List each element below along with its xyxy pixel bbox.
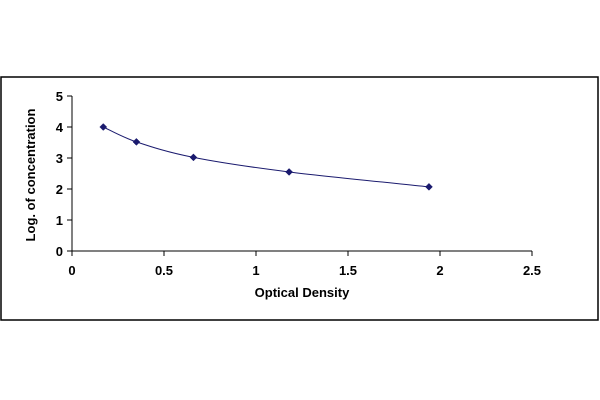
y-tick-label: 0: [56, 244, 63, 259]
y-tick-label: 4: [56, 120, 64, 135]
data-point: [99, 123, 108, 131]
y-ticks: 0 1 2 3 4 5: [56, 89, 72, 259]
x-tick-label: 2: [436, 263, 443, 278]
x-axis-title: Optical Density: [255, 285, 350, 300]
data-point: [285, 168, 293, 176]
x-tick-label: 0.5: [155, 263, 173, 278]
y-tick-label: 3: [56, 151, 63, 166]
y-tick-label: 2: [56, 182, 63, 197]
data-point: [425, 182, 433, 191]
data-point: [189, 153, 198, 162]
y-tick-label: 5: [56, 89, 63, 104]
series-line: [103, 126, 430, 188]
x-tick-label: 2.5: [523, 263, 541, 278]
y-axis-title: Log. of concentration: [23, 109, 38, 242]
x-ticks: 0 0.5 1 1.5 2 2.5: [68, 251, 541, 278]
chart-area-border: [0, 76, 599, 321]
x-tick-label: 1.5: [339, 263, 357, 278]
plot-area: [99, 123, 433, 191]
data-point: [132, 138, 141, 146]
x-tick-label: 1: [252, 263, 259, 278]
x-tick-label: 0: [68, 263, 75, 278]
y-tick-label: 1: [56, 213, 63, 228]
axes: [71, 96, 532, 252]
